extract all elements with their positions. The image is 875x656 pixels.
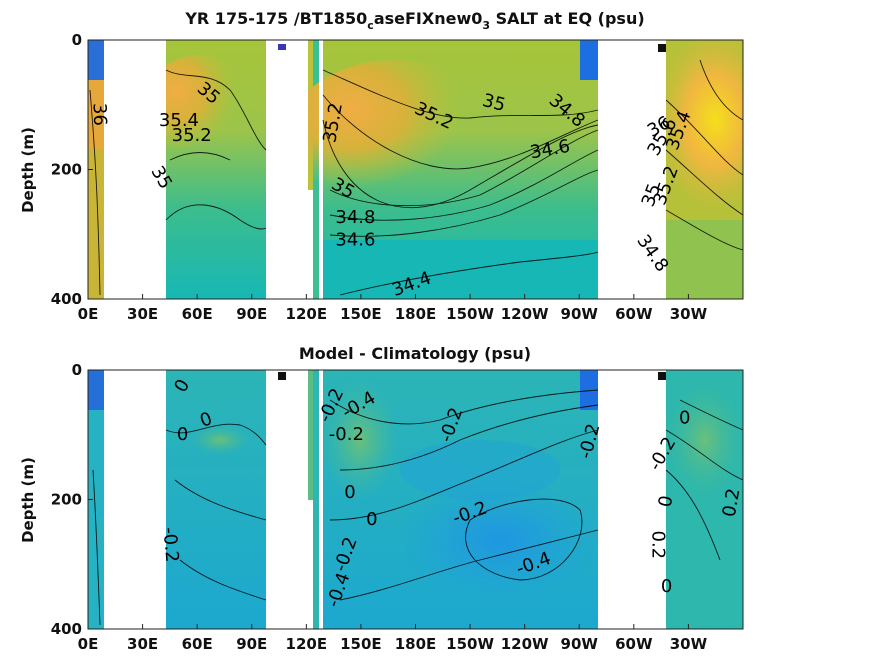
bottom-x-axis: 0E 30E 60E 90E 120E 150E 180E 150W 120W 90W 60W 30W — [78, 624, 708, 653]
bottom-x-tick-label: 180E — [395, 635, 437, 653]
bottom-x-tick-label: 120E — [286, 635, 328, 653]
top-contour-label: 35.2 — [172, 125, 212, 146]
top-chart-title: YR 175-175 /BT1850caseFIXnew03 SALT at E… — [184, 9, 644, 32]
top-salinity-field — [88, 40, 743, 299]
bottom-contour-label: 0.2 — [719, 487, 745, 519]
bottom-difference-field — [88, 370, 743, 629]
bottom-x-tick-label: 90E — [236, 635, 267, 653]
top-contour-label: 34.8 — [335, 207, 375, 228]
bottom-x-tick-label: 60E — [182, 635, 213, 653]
top-y-axis: 0 200 400 — [51, 31, 93, 308]
bottom-x-tick-label: 90W — [561, 635, 599, 653]
bottom-contour-label: -0.2 — [329, 424, 364, 445]
top-panel: YR 175-175 /BT1850caseFIXnew03 SALT at E… — [19, 9, 744, 323]
bottom-panel: Model - Climatology (psu) — [19, 344, 745, 653]
top-x-axis: 0E 30E 60E 90E 120E 150E 180E 150W 120W 90W 60W 30W — [78, 294, 708, 323]
bottom-contour-label: 0 — [344, 482, 355, 503]
top-x-tick-label: 60E — [182, 305, 213, 323]
bottom-contour-label: 0 — [661, 576, 672, 597]
top-contour-label: 36 — [89, 103, 111, 127]
top-contour-label: 34.6 — [335, 230, 375, 251]
bottom-x-tick-label: 0E — [78, 635, 99, 653]
bottom-y-tick-label: 200 — [51, 491, 82, 509]
bottom-x-tick-label: 120W — [501, 635, 549, 653]
bottom-y-tick-label: 0 — [72, 361, 82, 379]
bottom-x-tick-label: 30E — [127, 635, 158, 653]
top-x-tick-label: 120E — [286, 305, 328, 323]
top-x-tick-label: 30E — [127, 305, 158, 323]
top-x-tick-label: 60W — [615, 305, 653, 323]
top-x-tick-label: 180E — [395, 305, 437, 323]
bottom-x-tick-label: 150W — [446, 635, 494, 653]
bottom-y-tick-label: 400 — [51, 620, 82, 638]
bottom-y-axis: 0 200 400 — [51, 361, 93, 638]
top-x-tick-label: 150W — [446, 305, 494, 323]
bottom-contour-label: 0 — [177, 424, 188, 445]
bottom-y-axis-label: Depth (m) — [19, 457, 37, 543]
bottom-x-tick-label: 60W — [615, 635, 653, 653]
bottom-contour-label: 0 — [679, 408, 690, 429]
top-x-tick-label: 90E — [236, 305, 267, 323]
top-x-tick-label: 0E — [78, 305, 99, 323]
bottom-contour-label: 0.2 — [647, 531, 668, 560]
top-x-tick-label: 120W — [501, 305, 549, 323]
bottom-contour-label: 0 — [366, 509, 377, 530]
top-y-axis-label: Depth (m) — [19, 127, 37, 213]
bottom-chart-title: Model - Climatology (psu) — [299, 344, 531, 363]
top-x-tick-label: 30W — [670, 305, 708, 323]
top-x-tick-label: 150E — [340, 305, 382, 323]
top-x-tick-label: 90W — [561, 305, 599, 323]
top-contour-label: 35.4 — [159, 110, 199, 131]
bottom-x-tick-label: 30W — [670, 635, 708, 653]
bottom-contour-label: 0 — [655, 494, 678, 509]
top-y-tick-label: 0 — [72, 31, 82, 49]
top-y-tick-label: 200 — [51, 161, 82, 179]
bottom-contour-label: -0.2 — [158, 526, 182, 563]
top-y-tick-label: 400 — [51, 290, 82, 308]
bottom-x-tick-label: 150E — [340, 635, 382, 653]
